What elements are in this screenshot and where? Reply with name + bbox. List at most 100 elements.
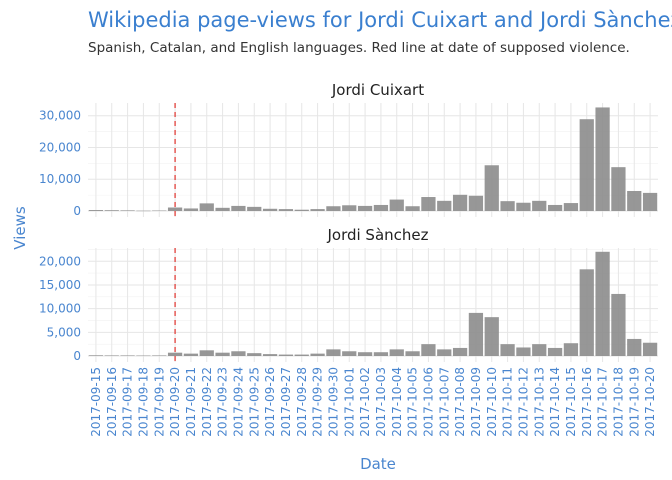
y-tick-label: 15,000 [39, 278, 81, 292]
x-tick-label: 2017-10-03 [374, 367, 388, 437]
x-tick-label: 2017-09-24 [231, 367, 245, 437]
bar [642, 192, 658, 211]
panel-jordi-cuixart: Jordi Cuixart 0 10,000 20,000 30,000 [39, 81, 658, 218]
bar [152, 210, 167, 212]
bar [563, 343, 579, 356]
panel-jordi-sanchez: Jordi Sànchez 0 5,000 10,000 15,000 20,000 [39, 226, 658, 363]
bar [437, 349, 452, 356]
bar [437, 200, 452, 211]
bar [136, 355, 151, 357]
bar [500, 344, 515, 356]
bar [532, 344, 547, 356]
grid [88, 103, 658, 217]
x-tick-label: 2017-10-07 [437, 367, 451, 437]
x-tick-label: 2017-09-22 [200, 367, 214, 437]
bar [326, 349, 341, 356]
x-tick-label: 2017-10-10 [485, 367, 499, 437]
x-tick-label: 2017-09-27 [279, 367, 293, 437]
x-tick-label: 2017-10-06 [421, 367, 435, 437]
x-tick-label: 2017-10-17 [596, 367, 610, 437]
y-tick-labels: 0 5,000 10,000 15,000 20,000 [39, 254, 81, 363]
bar [262, 354, 278, 356]
bar [563, 203, 579, 211]
bar [88, 355, 104, 356]
bar [389, 349, 404, 356]
x-tick-labels: 2017-09-15 2017-09-16 2017-09-17 2017-09-18… [89, 367, 657, 437]
bar [579, 269, 594, 356]
x-tick-label: 2017-09-18 [136, 367, 150, 437]
x-tick-label: 2017-09-16 [105, 367, 119, 437]
chart-title: Wikipedia page-views for Jordi Cuixart a… [88, 8, 672, 32]
bar [421, 344, 436, 356]
bar [104, 210, 119, 211]
bar [373, 352, 389, 356]
bar [183, 208, 199, 211]
x-tick-label: 2017-09-26 [263, 367, 277, 437]
x-tick-label: 2017-09-23 [216, 367, 230, 437]
panel-title: Jordi Sànchez [326, 226, 428, 244]
bars [88, 107, 658, 212]
x-tick-label: 2017-10-12 [516, 367, 530, 437]
y-axis-title: Views [11, 206, 29, 250]
bar [167, 207, 183, 211]
x-tick-label: 2017-10-11 [501, 367, 515, 437]
y-tick-label: 10,000 [39, 172, 81, 186]
x-tick-label: 2017-10-19 [627, 367, 641, 437]
bar [215, 207, 230, 211]
x-tick-label: 2017-10-05 [406, 367, 420, 437]
bar [405, 206, 420, 211]
bar [547, 347, 563, 356]
y-tick-label: 30,000 [39, 109, 81, 123]
bar [357, 352, 373, 356]
x-tick-label: 2017-10-01 [342, 367, 356, 437]
bar [611, 293, 626, 356]
bar [231, 351, 246, 356]
x-tick-label: 2017-09-21 [184, 367, 198, 437]
bar [247, 353, 262, 356]
bar [183, 353, 199, 356]
bar [500, 201, 515, 211]
bar [342, 205, 357, 211]
bar [310, 353, 325, 356]
bar [310, 209, 325, 211]
bar [547, 204, 563, 211]
bar [405, 351, 420, 356]
bar [120, 355, 135, 356]
bar [611, 167, 626, 211]
x-tick-label: 2017-10-04 [390, 367, 404, 437]
bar [199, 350, 214, 356]
bar [104, 355, 119, 356]
bar [452, 347, 468, 356]
bar [294, 209, 309, 211]
y-tick-labels: 0 10,000 20,000 30,000 [39, 109, 81, 218]
bar [215, 352, 230, 356]
bar [452, 194, 468, 211]
bar [468, 312, 484, 356]
bar [516, 202, 531, 211]
x-tick-label: 2017-09-28 [295, 367, 309, 437]
bar [373, 204, 389, 211]
x-tick-label: 2017-10-15 [564, 367, 578, 437]
bar [199, 203, 214, 211]
x-tick-label: 2017-09-29 [311, 367, 325, 437]
x-tick-label: 2017-10-09 [469, 367, 483, 437]
y-tick-label: 5,000 [47, 325, 81, 339]
y-tick-label: 10,000 [39, 302, 81, 316]
panel-title: Jordi Cuixart [331, 81, 424, 99]
bar [642, 342, 658, 356]
bar [342, 351, 357, 356]
x-axis-title: Date [360, 455, 396, 473]
y-tick-label: 0 [73, 204, 81, 218]
bar [278, 209, 294, 211]
x-tick-label: 2017-10-20 [643, 367, 657, 437]
x-tick-label: 2017-10-14 [548, 367, 562, 437]
x-tick-label: 2017-10-02 [358, 367, 372, 437]
x-tick-label: 2017-10-13 [532, 367, 546, 437]
bar [468, 195, 484, 211]
chart-subtitle: Spanish, Catalan, and English languages.… [88, 40, 630, 56]
bar [627, 338, 642, 356]
x-tick-label: 2017-10-08 [453, 367, 467, 437]
y-tick-label: 0 [73, 349, 81, 363]
x-tick-label: 2017-10-16 [580, 367, 594, 437]
